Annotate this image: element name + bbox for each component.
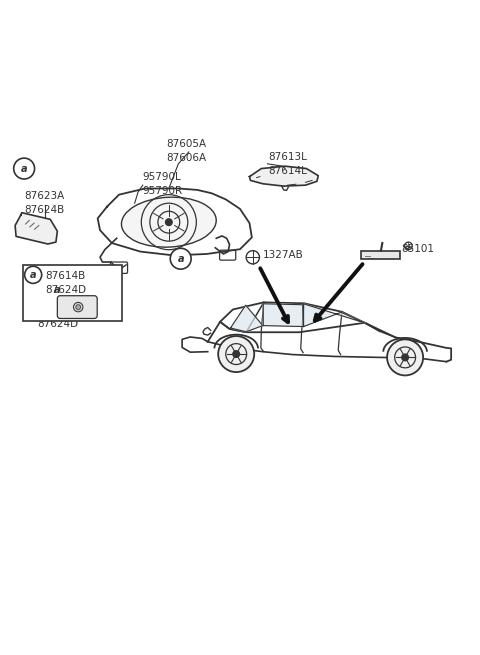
Bar <box>23 265 122 322</box>
Text: 87614B
87624D: 87614B 87624D <box>46 271 86 295</box>
Circle shape <box>233 350 240 358</box>
Text: 87605A
87606A: 87605A 87606A <box>167 138 206 162</box>
Circle shape <box>246 251 260 264</box>
Circle shape <box>24 267 42 284</box>
Circle shape <box>387 339 423 375</box>
Polygon shape <box>230 305 263 332</box>
Circle shape <box>76 305 81 309</box>
Text: 95790L
95790R: 95790L 95790R <box>143 172 183 196</box>
Polygon shape <box>15 213 57 244</box>
Text: a: a <box>178 253 184 264</box>
Circle shape <box>73 303 83 312</box>
Text: 87623A
87624B: 87623A 87624B <box>24 191 64 215</box>
Circle shape <box>47 279 68 300</box>
Circle shape <box>402 354 408 361</box>
Circle shape <box>170 248 191 269</box>
Text: a: a <box>54 284 60 295</box>
Circle shape <box>218 336 254 372</box>
Polygon shape <box>263 304 303 327</box>
FancyBboxPatch shape <box>57 295 97 318</box>
Circle shape <box>14 158 35 179</box>
Text: 87613L
87614L: 87613L 87614L <box>268 152 307 176</box>
Polygon shape <box>250 166 318 186</box>
Text: 87614B
87624D: 87614B 87624D <box>37 305 78 329</box>
Text: a: a <box>30 270 36 280</box>
Text: 85101: 85101 <box>401 244 434 254</box>
Circle shape <box>166 219 172 225</box>
Text: a: a <box>21 164 27 174</box>
Ellipse shape <box>121 197 216 247</box>
Text: 1327AB: 1327AB <box>263 250 303 261</box>
Polygon shape <box>303 304 366 327</box>
Bar <box>361 251 400 259</box>
